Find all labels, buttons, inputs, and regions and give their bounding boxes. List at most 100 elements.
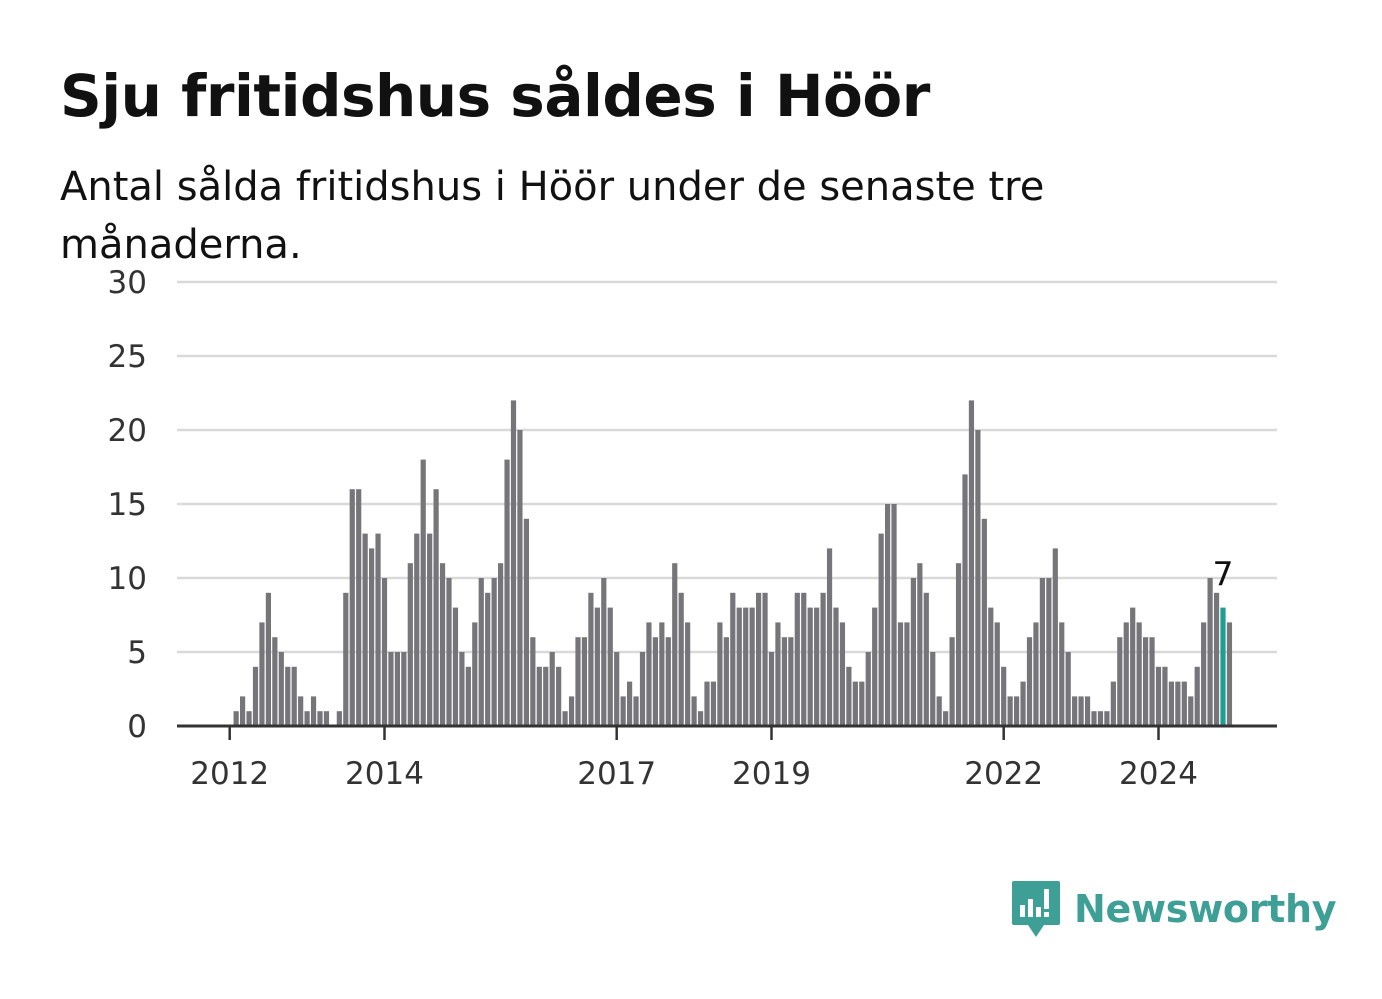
bar (388, 652, 394, 726)
bar (917, 563, 923, 726)
bar (1188, 696, 1194, 726)
bar (439, 563, 446, 726)
bar (1143, 637, 1149, 726)
bar (614, 652, 620, 726)
x-tick-label: 2017 (577, 756, 656, 792)
labels: 0 5 10 15 20 25 30 2012 2014 2017 2019 2022 2024 7 (108, 265, 1234, 792)
brand-name: Newsworthy (1074, 887, 1337, 931)
bar (1072, 696, 1078, 726)
bar (1039, 578, 1045, 726)
y-tick-label: 15 (108, 487, 147, 523)
bar (1117, 637, 1123, 726)
bar (1014, 696, 1020, 726)
bar (1194, 666, 1200, 726)
bar (278, 652, 284, 726)
bar (414, 533, 420, 726)
bar (704, 681, 710, 726)
bar (1097, 711, 1104, 726)
bar (1033, 622, 1039, 726)
bar (820, 592, 826, 726)
bar (885, 504, 891, 726)
bar (594, 607, 600, 726)
y-tick-label: 10 (108, 561, 147, 597)
bar (859, 681, 865, 726)
bar (904, 622, 910, 726)
bar (1084, 696, 1091, 726)
bar (491, 578, 497, 726)
bar (1213, 592, 1220, 726)
y-tick-label: 25 (108, 339, 147, 375)
bar (291, 666, 297, 726)
bar (768, 652, 775, 726)
bar (749, 607, 755, 726)
bar (652, 637, 658, 726)
bar (543, 666, 549, 726)
bar (1226, 622, 1233, 726)
chart-title: Sju fritidshus såldes i Höör (60, 62, 930, 130)
highlight-value-label: 7 (1213, 555, 1234, 594)
bar (252, 666, 259, 726)
bar (375, 533, 381, 726)
bar (975, 430, 981, 726)
x-tick-label: 2019 (732, 756, 811, 792)
bar (659, 622, 665, 726)
bar (568, 696, 575, 726)
bar (717, 622, 723, 726)
bar (304, 711, 310, 726)
bar (865, 652, 871, 726)
bar (723, 637, 729, 726)
bar-chart: 0 5 10 15 20 25 30 2012 2014 2017 2019 2022 2024 7 (108, 265, 1277, 792)
bar (697, 711, 704, 726)
bar (994, 622, 1000, 726)
bar (394, 652, 400, 726)
bar (349, 489, 355, 726)
bar (1065, 652, 1071, 726)
bar (891, 504, 897, 726)
bar (1175, 681, 1181, 726)
newsworthy-logo-icon (1012, 881, 1060, 937)
bar (801, 592, 807, 726)
bar (743, 607, 749, 726)
x-tick-label: 2014 (345, 756, 424, 792)
highlight-bar (1220, 607, 1226, 726)
bar (272, 637, 278, 726)
bar (452, 607, 459, 726)
y-tick-label: 5 (127, 635, 147, 671)
bar (826, 548, 833, 726)
bar (833, 607, 839, 726)
bar (523, 518, 529, 726)
bar (1201, 622, 1207, 726)
bar (420, 459, 426, 726)
bar (1059, 622, 1065, 726)
bar (627, 681, 633, 726)
bar (839, 622, 846, 726)
bar (472, 622, 478, 726)
bar (814, 607, 820, 726)
newsworthy-logo: Newsworthy (1010, 878, 1337, 940)
bar (646, 622, 652, 726)
bar (762, 592, 768, 726)
bar (807, 607, 813, 726)
bar (233, 711, 239, 726)
bar (246, 711, 252, 726)
bar (530, 637, 536, 726)
bar (910, 578, 916, 726)
bar (575, 637, 581, 726)
bar (407, 563, 413, 726)
bar (736, 607, 742, 726)
bar (362, 533, 368, 726)
bar (601, 578, 607, 726)
bar (781, 637, 787, 726)
chart-subtitle: Antal sålda fritidshus i Höör under de s… (60, 164, 1045, 268)
bar (459, 652, 465, 726)
bar (336, 711, 342, 726)
bar (401, 652, 407, 726)
bar (343, 592, 349, 726)
bar (588, 592, 594, 726)
bar (878, 533, 884, 726)
bar (265, 592, 271, 726)
bar (1026, 637, 1033, 726)
bar (633, 696, 639, 726)
bar (259, 622, 265, 726)
bar (943, 711, 949, 726)
